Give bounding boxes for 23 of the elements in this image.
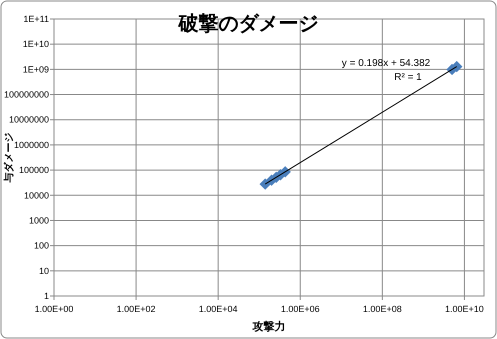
x-tick-label: 1.00E+06 <box>280 304 320 314</box>
y-tick-label: 1000000 <box>14 140 49 150</box>
y-tick-label: 1E+09 <box>22 64 49 74</box>
x-tick-label: 1.00E+02 <box>116 304 156 314</box>
y-tick-label: 1E+10 <box>22 39 49 50</box>
y-tick-label: 10 <box>38 266 49 276</box>
x-axis-title: 攻撃力 <box>252 320 286 333</box>
y-tick-label: 1E+11 <box>23 14 49 24</box>
y-tick-label: 100000000 <box>4 90 49 100</box>
y-tick-label: 10000000 <box>8 114 49 125</box>
y-tick-label: 100 <box>34 240 49 251</box>
annotation: y = 0.198x + 54.382 <box>342 58 431 69</box>
x-tick-label: 1.00E+08 <box>362 304 402 314</box>
y-tick-label: 100000 <box>18 165 49 176</box>
annotation: R² = 1 <box>394 72 422 83</box>
y-tick-label: 10000 <box>24 190 49 200</box>
y-tick-label: 1 <box>44 291 49 301</box>
x-tick-label: 1.00E+10 <box>445 304 484 314</box>
y-tick-label: 1000 <box>28 215 49 226</box>
x-tick-label: 1.00E+04 <box>198 304 238 314</box>
chart-title: 破撃のダメージ <box>178 13 318 35</box>
x-tick-label: 1.00E+00 <box>34 304 74 314</box>
y-axis-title: 与ダメージ <box>3 132 15 184</box>
